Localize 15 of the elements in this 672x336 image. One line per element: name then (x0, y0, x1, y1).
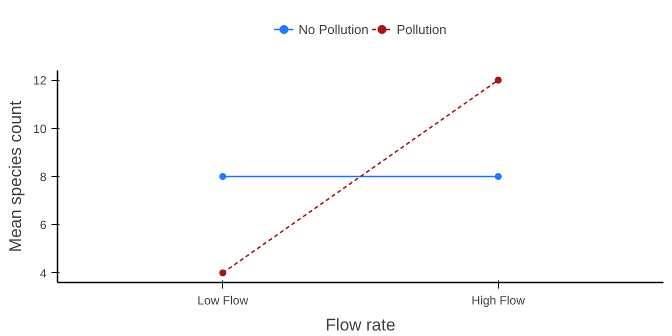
x-tick-label: High Flow (472, 294, 526, 308)
point (219, 173, 226, 180)
point (494, 173, 502, 180)
point (219, 269, 226, 276)
y-tick-label: 6 (40, 218, 47, 232)
x-axis-title: Flow rate (326, 316, 396, 334)
y-tick-label: 12 (33, 74, 47, 88)
legend-label: No Pollution (298, 22, 369, 36)
y-axis-title: Mean species count (6, 100, 26, 252)
x-tick-label: Low Flow (197, 294, 248, 308)
point (494, 76, 502, 84)
legend-label: Pollution (396, 22, 446, 36)
y-tick-label: 10 (33, 122, 47, 136)
y-tick-label: 8 (40, 170, 47, 184)
y-tick-label: 4 (40, 266, 47, 280)
